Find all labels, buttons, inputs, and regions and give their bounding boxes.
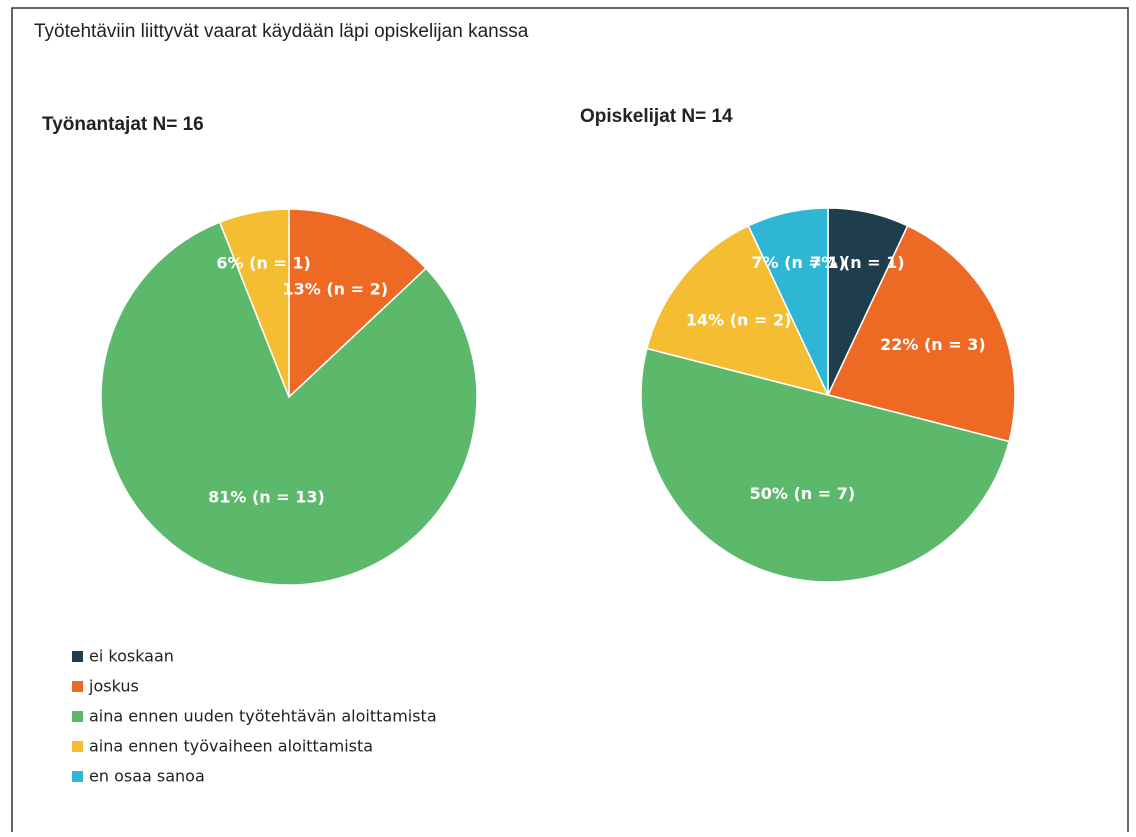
legend-swatch: [72, 741, 83, 752]
pie-slice: [288, 208, 428, 399]
chart-title: Työtehtäviin liittyvät vaarat käydään lä…: [34, 21, 529, 42]
legend-swatch: [72, 771, 83, 782]
legend-label: ei koskaan: [89, 647, 174, 666]
legend-label: joskus: [88, 677, 139, 696]
pie-title: Työnantajat N= 16: [42, 114, 204, 135]
pie-slice: [747, 207, 829, 396]
pie-slice: [640, 347, 1011, 583]
legend-label: en osaa sanoa: [89, 767, 205, 786]
data-label: 22% (n = 3): [880, 335, 986, 354]
data-label: 50% (n = 7): [750, 484, 856, 503]
legend-label: aina ennen uuden työtehtävän aloittamist…: [89, 707, 437, 726]
data-label: 6% (n = 1): [216, 254, 310, 273]
pie-slice: [826, 224, 1016, 443]
data-label: 7% (n = 1): [751, 253, 845, 272]
legend-swatch: [72, 711, 83, 722]
data-label: 7% (n = 1): [810, 253, 904, 272]
data-label: 81% (n = 13): [208, 487, 325, 506]
legend-swatch: [72, 651, 83, 662]
data-label: 14% (n = 2): [686, 311, 792, 330]
pie-slice: [100, 221, 478, 586]
data-label: 13% (n = 2): [283, 280, 389, 299]
legend-swatch: [72, 681, 83, 692]
pie-title: Opiskelijat N= 14: [580, 106, 733, 127]
pie-slice: [218, 208, 290, 398]
legend-label: aina ennen työvaiheen aloittamista: [89, 737, 373, 756]
pie-slice: [645, 224, 830, 397]
